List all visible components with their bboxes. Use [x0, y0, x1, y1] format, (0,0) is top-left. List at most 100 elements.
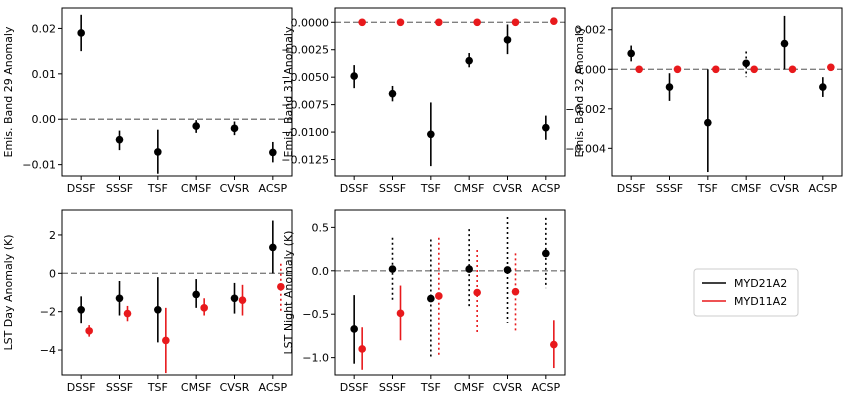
y-tick-label: −0.0050: [281, 71, 329, 84]
axes-frame: [61, 7, 293, 177]
point-myd21a2-cvsr: [780, 39, 789, 48]
point-myd21a2-tsf: [427, 130, 435, 139]
x-tick-label: TSF: [420, 381, 441, 394]
point-myd21a2-acsp: [542, 249, 550, 258]
y-axis-label: LST Night Anomaly (K): [282, 231, 295, 355]
point-myd11a2-cmsf: [200, 304, 208, 312]
y-tick-label: −0.002: [565, 103, 606, 116]
x-tick-label: DSSF: [67, 381, 96, 394]
point-myd21a2-cvsr: [230, 294, 239, 303]
point-myd21a2-cvsr: [503, 266, 512, 274]
y-tick-label: −0.004: [565, 142, 606, 155]
point-myd11a2-acsp: [827, 63, 835, 72]
point-myd21a2-tsf: [427, 294, 435, 303]
point-myd11a2-sssf: [123, 309, 132, 318]
point-myd11a2-tsf: [435, 292, 443, 300]
y-tick-label: 0.00: [32, 113, 57, 126]
x-tick-label: ACSP: [259, 182, 288, 195]
panel-5: 0.5 0.0 −0.5 −1.0 DSSF SSSF TSF CMSF CVSR ACSP LST…: [282, 209, 566, 394]
x-tick-label: CMSF: [454, 182, 484, 195]
y-tick-label: −0.5: [302, 308, 329, 321]
x-tick-label: ACSP: [809, 182, 838, 195]
y-tick-label: −4: [40, 344, 56, 357]
x-tick-label: TSF: [420, 182, 441, 195]
y-tick-label: 0.01: [32, 68, 57, 81]
point-myd21a2-cvsr: [230, 124, 239, 133]
y-tick-label: 0.0000: [291, 16, 330, 29]
y-tick-label: −0.0125: [281, 154, 329, 167]
y-tick-label: −0.0025: [281, 44, 329, 57]
y-tick-label: 2: [49, 229, 56, 242]
point-myd11a2-tsf: [712, 65, 720, 74]
point-myd21a2-dssf: [77, 305, 85, 314]
x-tick-label: DSSF: [617, 182, 646, 195]
x-tick-label: DSSF: [67, 182, 96, 195]
point-myd21a2-sssf: [388, 89, 397, 98]
point-myd21a2-dssf: [350, 325, 358, 333]
x-tick-label: SSSF: [106, 182, 133, 195]
x-tick-label: DSSF: [340, 381, 369, 394]
x-tick-label: SSSF: [379, 182, 406, 195]
x-tick-label: ACSP: [532, 182, 561, 195]
point-myd21a2-tsf: [704, 118, 712, 127]
point-myd11a2-cvsr: [238, 296, 247, 304]
y-axis-label: Emis. Band 29 Anomaly: [2, 26, 15, 157]
point-myd11a2-dssf: [358, 345, 366, 353]
point-myd21a2-cmsf: [192, 122, 200, 130]
x-tick-label: TSF: [147, 182, 168, 195]
y-tick-label: −0.01: [22, 159, 56, 172]
axes-frame: [334, 209, 566, 376]
axes-frame: [334, 7, 566, 177]
point-myd21a2-dssf: [350, 72, 358, 80]
legend-label-myd11a2: MYD11A2: [734, 295, 787, 308]
point-myd11a2-sssf: [396, 18, 405, 27]
y-axis-label: Emis. Band 32 Anomaly: [573, 26, 586, 157]
point-myd11a2-dssf: [358, 18, 366, 27]
x-tick-label: CVSR: [493, 182, 523, 195]
point-myd11a2-acsp: [550, 340, 558, 349]
point-myd11a2-acsp: [277, 282, 285, 291]
point-myd21a2-dssf: [77, 29, 85, 37]
y-tick-label: −1.0: [302, 352, 329, 365]
x-tick-label: CVSR: [493, 381, 523, 394]
point-myd21a2-acsp: [269, 243, 277, 252]
point-myd21a2-cvsr: [503, 36, 512, 44]
point-myd21a2-acsp: [819, 83, 827, 91]
point-myd21a2-cmsf: [465, 265, 473, 273]
y-tick-label: 0.0: [312, 265, 330, 278]
y-tick-label: 0: [49, 267, 56, 280]
point-myd11a2-dssf: [85, 327, 93, 335]
x-tick-label: CMSF: [731, 182, 761, 195]
panel-4: 2 0 −2 −4 DSSF SSSF TSF CMSF CVSR ACSP LST Day Ano…: [2, 209, 293, 394]
point-myd11a2-cvsr: [511, 287, 520, 296]
point-myd21a2-dssf: [627, 49, 635, 58]
axes-frame: [61, 209, 293, 376]
x-tick-label: ACSP: [259, 381, 288, 394]
x-tick-label: SSSF: [656, 182, 683, 195]
x-tick-label: CMSF: [181, 182, 211, 195]
point-myd11a2-dssf: [635, 65, 643, 74]
point-myd11a2-tsf: [162, 336, 170, 345]
point-myd21a2-sssf: [665, 83, 674, 91]
y-tick-label: −0.0100: [281, 126, 329, 139]
panel-3: 0.002 0.000 −0.002 −0.004 DSSF SSSF TSF CMSF CVS…: [565, 7, 843, 195]
y-axis-label: LST Day Anomaly (K): [2, 234, 15, 350]
panels: −0.01 0.00 0.01 0.0 2 DSSF SSSF TSF CMSF CVSR ACSP…: [2, 7, 843, 394]
x-tick-label: ACSP: [532, 381, 561, 394]
point-myd21a2-tsf: [154, 305, 162, 314]
point-myd21a2-tsf: [154, 148, 162, 156]
x-tick-label: CMSF: [181, 381, 211, 394]
point-myd11a2-acsp: [550, 17, 558, 25]
point-myd11a2-tsf: [435, 18, 443, 27]
x-tick-label: CVSR: [220, 381, 250, 394]
y-axis-label: Emis. Band 31 Anomaly: [282, 26, 295, 157]
point-myd11a2-cmsf: [473, 18, 481, 27]
x-tick-label: CVSR: [220, 182, 250, 195]
x-tick-label: SSSF: [379, 381, 406, 394]
x-tick-label: SSSF: [106, 381, 133, 394]
legend-frame: [693, 268, 799, 317]
point-myd11a2-sssf: [673, 65, 682, 74]
legend: MYD21A2 MYD11A2: [693, 268, 799, 317]
x-tick-label: TSF: [697, 182, 718, 195]
